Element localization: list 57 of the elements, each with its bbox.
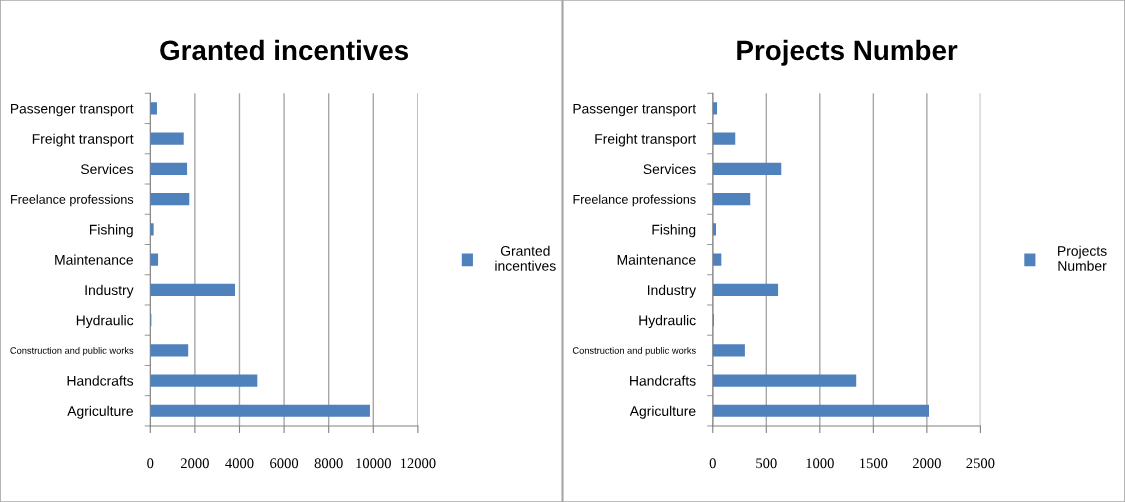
chart-title: Granted incentives xyxy=(160,39,408,61)
bar xyxy=(150,162,188,175)
y-tick-label: Maintenance xyxy=(617,254,696,265)
chart-title: Projects Number xyxy=(737,39,958,66)
y-tick-label: Handcrafts xyxy=(630,375,696,386)
x-tick-label: 12000 xyxy=(400,458,436,469)
x-tick-label: 2000 xyxy=(180,458,209,469)
y-tick-label: Fishing xyxy=(652,224,696,238)
y-tick-label: Passenger transport xyxy=(573,103,697,117)
y-tick-label: Freelance professions xyxy=(11,194,134,207)
x-tick-label: 500 xyxy=(756,458,777,469)
x-tick-label: 4000 xyxy=(225,458,254,469)
y-tick-label: Passenger transport xyxy=(11,103,134,117)
x-tick-label: 6000 xyxy=(270,458,299,469)
y-tick-label: Construction and public works xyxy=(572,346,696,356)
bar xyxy=(712,374,857,387)
bar xyxy=(712,404,930,417)
y-tick-label: Industry xyxy=(85,284,134,298)
bar xyxy=(712,253,722,266)
y-tick-label: Services xyxy=(643,163,696,175)
bar xyxy=(712,102,718,115)
x-tick-label: 1000 xyxy=(806,458,834,469)
y-tick-label: Agriculture xyxy=(629,405,696,419)
x-tick-label: 2500 xyxy=(966,458,995,469)
y-tick-label: Maintenance xyxy=(55,254,133,265)
x-tick-label: 2000 xyxy=(912,458,941,469)
bar xyxy=(712,344,745,357)
bar xyxy=(150,132,184,145)
bar xyxy=(150,404,370,417)
legend-label: Projects Number xyxy=(1058,245,1107,271)
y-tick-label: Construction and public works xyxy=(10,346,134,356)
y-tick-label: Services xyxy=(80,163,134,175)
x-tick-label: 1500 xyxy=(860,458,888,469)
bar xyxy=(712,132,736,145)
bar xyxy=(712,283,779,296)
x-tick-label: 8000 xyxy=(314,458,343,469)
bar xyxy=(150,223,154,236)
legend-label: Granted incentives xyxy=(495,245,556,271)
bar xyxy=(712,193,751,206)
y-tick-label: Hydraulic xyxy=(76,315,134,329)
x-tick-label: 0 xyxy=(709,458,716,469)
bar xyxy=(150,283,236,296)
y-tick-label: Fishing xyxy=(89,224,133,238)
bar xyxy=(150,193,190,206)
bar xyxy=(712,223,716,236)
y-tick-label: Freelance professions xyxy=(573,194,696,207)
y-tick-label: Hydraulic xyxy=(639,315,696,329)
y-tick-label: Freight transport xyxy=(595,133,697,147)
bar xyxy=(150,344,189,357)
y-tick-label: Freight transport xyxy=(32,133,134,147)
x-tick-label: 10000 xyxy=(356,458,391,469)
bar xyxy=(150,374,258,387)
x-tick-label: 0 xyxy=(147,458,154,469)
y-tick-label: Industry xyxy=(647,284,697,298)
bar xyxy=(712,162,782,175)
y-tick-label: Agriculture xyxy=(67,405,133,419)
y-tick-label: Handcrafts xyxy=(67,375,134,386)
